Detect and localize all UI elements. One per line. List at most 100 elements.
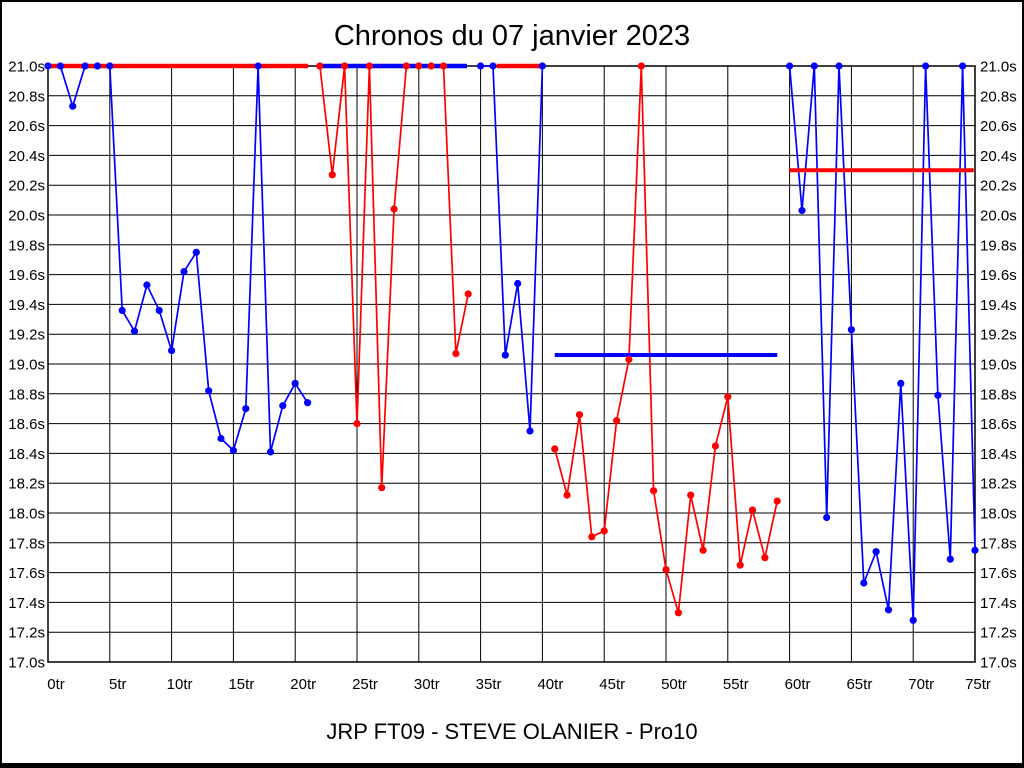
data-point-red bbox=[773, 497, 781, 505]
x-tick-label: 10tr bbox=[167, 676, 193, 693]
y-tick-label-left: 20.2s bbox=[8, 178, 45, 195]
y-tick-label-left: 18.6s bbox=[8, 416, 45, 433]
data-point-blue bbox=[291, 379, 299, 387]
data-point-red bbox=[736, 561, 744, 569]
x-tick-label: 65tr bbox=[846, 676, 872, 693]
data-point-blue bbox=[810, 62, 818, 70]
series-blue-points bbox=[44, 62, 979, 624]
data-point-red bbox=[687, 491, 695, 499]
series-blue-line bbox=[788, 65, 976, 621]
data-point-red bbox=[637, 62, 645, 70]
data-point-blue bbox=[180, 268, 188, 276]
series-blue-line bbox=[480, 65, 544, 432]
data-point-blue bbox=[130, 327, 139, 335]
y-tick-label-right: 18.4s bbox=[980, 446, 1017, 463]
x-tick-label: 75tr bbox=[965, 676, 991, 693]
x-tick-label: 15tr bbox=[228, 676, 254, 693]
y-tick-label-left: 17.6s bbox=[8, 565, 45, 582]
data-point-blue bbox=[959, 62, 967, 70]
y-tick-label-right: 19.8s bbox=[980, 237, 1017, 254]
data-point-blue bbox=[786, 62, 794, 70]
data-point-blue bbox=[823, 513, 831, 522]
x-tick-label: 0tr bbox=[47, 676, 65, 693]
series-red-points bbox=[316, 62, 781, 617]
x-tick-label: 5tr bbox=[109, 676, 127, 693]
y-tick-label-right: 17.6s bbox=[980, 565, 1017, 582]
chart-title: Chronos du 07 janvier 2023 bbox=[334, 20, 690, 52]
y-tick-label-right: 18.6s bbox=[980, 416, 1017, 433]
y-tick-label-left: 19.6s bbox=[8, 267, 45, 284]
y-tick-label-right: 20.6s bbox=[980, 118, 1017, 135]
series-blue-lines bbox=[48, 65, 976, 621]
y-tick-label-right: 19.4s bbox=[980, 297, 1017, 314]
data-point-blue bbox=[526, 427, 534, 435]
data-point-blue bbox=[971, 546, 979, 554]
data-point-red bbox=[464, 290, 472, 298]
y-tick-label-right: 18.8s bbox=[980, 386, 1017, 403]
x-tick-label: 20tr bbox=[290, 676, 316, 693]
x-tick-label: 40tr bbox=[537, 676, 563, 693]
data-point-blue bbox=[279, 402, 287, 410]
y-tick-label-left: 18.4s bbox=[8, 446, 45, 463]
data-point-blue bbox=[93, 62, 101, 70]
data-point-blue bbox=[872, 548, 880, 556]
data-point-blue bbox=[304, 399, 312, 407]
data-point-red bbox=[699, 546, 707, 554]
series-red-line bbox=[319, 65, 470, 488]
x-tick-label: 55tr bbox=[723, 676, 749, 693]
data-point-red bbox=[625, 355, 633, 364]
data-point-blue bbox=[143, 281, 151, 289]
data-point-blue bbox=[69, 102, 77, 110]
y-tick-label-right: 20.2s bbox=[980, 178, 1017, 195]
data-point-blue bbox=[922, 62, 930, 70]
data-point-blue bbox=[205, 387, 213, 395]
y-tick-label-right: 20.0s bbox=[980, 208, 1017, 225]
y-tick-label-left: 18.0s bbox=[8, 506, 45, 523]
y-tick-label-right: 17.4s bbox=[980, 595, 1017, 612]
x-tick-label: 35tr bbox=[476, 676, 502, 693]
data-point-red bbox=[588, 533, 596, 541]
data-point-red bbox=[575, 411, 584, 419]
data-point-blue bbox=[217, 434, 225, 443]
x-axis-labels: 0tr 5tr 10tr 15tr 20tr 25tr 30tr 35tr 40tr 45tr 50… bbox=[47, 676, 991, 693]
y-tick-label-left: 20.8s bbox=[8, 88, 45, 105]
data-point-blue bbox=[56, 62, 64, 70]
y-tick-label-right: 20.4s bbox=[980, 148, 1017, 165]
data-point-red bbox=[402, 62, 410, 70]
data-point-blue bbox=[835, 62, 843, 70]
y-tick-label-left: 19.2s bbox=[8, 327, 45, 344]
data-point-blue bbox=[860, 579, 868, 587]
data-point-red bbox=[563, 491, 571, 499]
data-point-blue bbox=[946, 555, 954, 563]
data-point-blue bbox=[242, 405, 250, 413]
data-point-blue bbox=[44, 62, 52, 70]
data-point-blue bbox=[489, 62, 497, 70]
y-tick-label-right: 18.0s bbox=[980, 506, 1017, 523]
y-tick-label-right: 17.0s bbox=[980, 655, 1017, 672]
y-tick-label-right: 20.8s bbox=[980, 88, 1017, 105]
data-point-blue bbox=[229, 446, 237, 454]
x-tick-label: 30tr bbox=[414, 676, 440, 693]
y-tick-label-left: 20.4s bbox=[8, 148, 45, 165]
y-tick-label-left: 17.8s bbox=[8, 535, 45, 552]
data-point-red bbox=[328, 171, 336, 179]
data-point-blue bbox=[514, 279, 522, 288]
plot-area: 0tr 5tr 10tr 15tr 20tr 25tr 30tr 35tr 40tr 45tr 50… bbox=[8, 59, 1016, 694]
data-point-red bbox=[674, 609, 683, 617]
data-point-blue bbox=[81, 62, 89, 70]
x-tick-label: 25tr bbox=[352, 676, 378, 693]
x-tick-label: 60tr bbox=[785, 676, 811, 693]
y-tick-label-right: 21.0s bbox=[980, 59, 1017, 76]
y-tick-label-right: 18.2s bbox=[980, 476, 1017, 493]
data-point-red bbox=[316, 62, 324, 70]
data-point-red bbox=[452, 350, 460, 358]
data-point-blue bbox=[847, 326, 856, 334]
y-tick-label-left: 17.0s bbox=[8, 655, 45, 672]
data-point-red bbox=[341, 62, 349, 70]
y-tick-label-left: 17.4s bbox=[8, 595, 45, 612]
y-tick-label-left: 17.2s bbox=[8, 625, 45, 642]
data-point-blue bbox=[897, 379, 905, 387]
data-point-blue bbox=[106, 62, 114, 70]
data-point-blue bbox=[884, 606, 893, 614]
